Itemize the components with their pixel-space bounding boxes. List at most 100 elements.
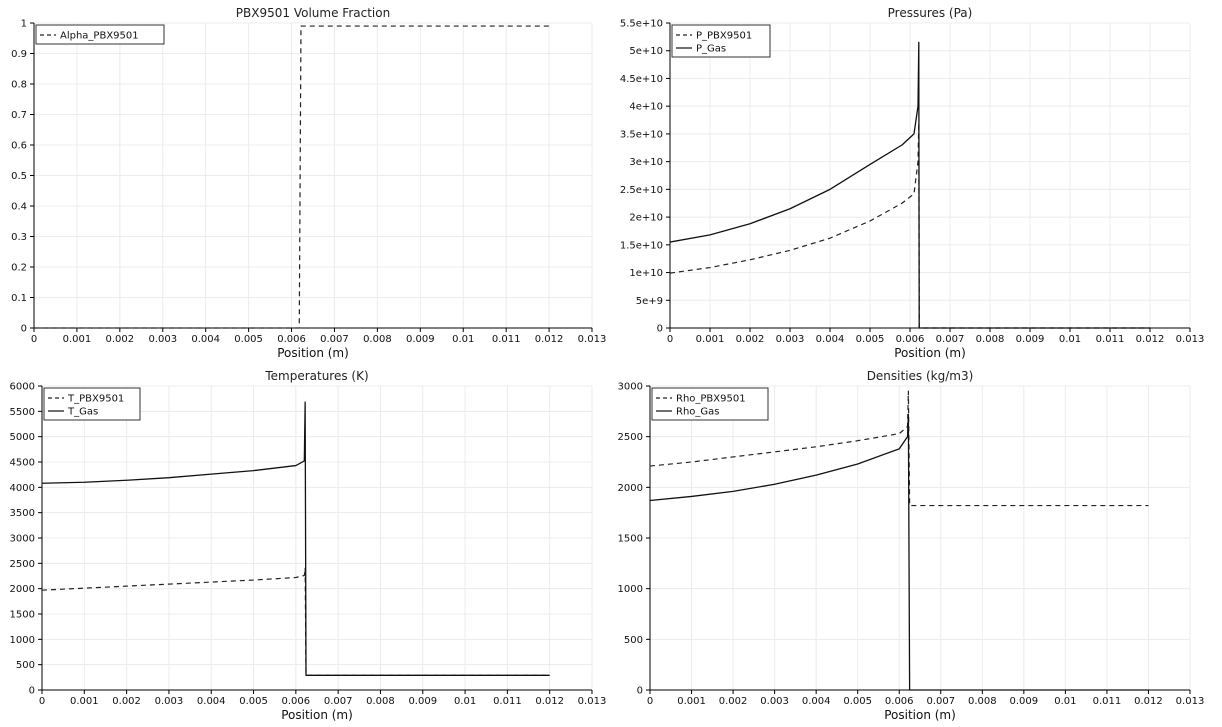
- x-tick-label: 0.007: [936, 334, 965, 345]
- y-tick-label: 0: [29, 686, 35, 697]
- y-tick-label: 0.9: [11, 49, 27, 60]
- series-line-t-gas: [41, 401, 550, 676]
- x-tick-label: 0.01: [452, 334, 474, 345]
- y-tick-label: 3500: [10, 508, 35, 519]
- x-axis-label: Position (m): [281, 708, 353, 722]
- legend-label-t-pbx9501: T_PBX9501: [67, 394, 124, 405]
- y-tick-label: 5000: [10, 432, 35, 443]
- y-tick-label: 1e+10: [629, 268, 663, 279]
- x-tick-label: 0.003: [760, 696, 789, 707]
- x-tick-label: 0.007: [926, 696, 955, 707]
- x-tick-label: 0.012: [535, 334, 564, 345]
- y-tick-label: 1500: [10, 610, 35, 621]
- x-tick-label: 0.004: [191, 334, 220, 345]
- x-tick-label: 0.005: [856, 334, 885, 345]
- x-tick-label: 0.004: [802, 696, 831, 707]
- x-tick-label: 0.012: [1136, 334, 1165, 345]
- x-tick-label: 0.001: [63, 334, 92, 345]
- y-tick-label: 6000: [10, 382, 35, 393]
- legend-box: [43, 387, 141, 421]
- y-tick-label: 1: [21, 19, 27, 30]
- y-tick-label: 0.5: [11, 171, 27, 182]
- x-tick-label: 0.002: [112, 696, 141, 707]
- series-line-t-pbx9501: [41, 567, 550, 676]
- x-tick-label: 0.001: [696, 334, 725, 345]
- x-tick-label: 0.013: [1176, 696, 1205, 707]
- x-tick-label: 0.003: [776, 334, 805, 345]
- chart-title: PBX9501 Volume Fraction: [236, 6, 390, 20]
- y-tick-label: 0.1: [11, 293, 27, 304]
- x-tick-label: 0.013: [578, 696, 607, 707]
- legend: Rho_PBX9501 Rho_Gas: [651, 387, 769, 421]
- legend-label-alpha-pbx9501: Alpha_PBX9501: [60, 31, 139, 42]
- x-tick-label: 0.005: [234, 334, 263, 345]
- chart-title: Densities (kg/m3): [867, 369, 974, 383]
- y-tick-label: 4.5e+10: [620, 74, 663, 85]
- y-tick-label: 0.8: [11, 80, 27, 91]
- x-axis-label: Position (m): [884, 708, 956, 722]
- x-tick-label: 0.01: [454, 696, 476, 707]
- legend-box: [35, 24, 165, 45]
- x-tick-label: 0.003: [148, 334, 177, 345]
- x-tick-label: 0.001: [70, 696, 99, 707]
- legend-box: [671, 24, 771, 58]
- y-tick-label: 0.4: [11, 202, 27, 213]
- legend-label-p-pbx9501: P_PBX9501: [696, 31, 752, 42]
- x-tick-label: 0.005: [239, 696, 268, 707]
- x-tick-label: 0.002: [719, 696, 748, 707]
- y-tick-label: 0.3: [11, 232, 27, 243]
- x-tick-label: 0.002: [736, 334, 765, 345]
- y-tick-label: 5e+10: [629, 46, 663, 57]
- x-tick-label: 0.009: [408, 696, 437, 707]
- x-tick-label: 0.008: [363, 334, 392, 345]
- x-tick-label: 0.002: [106, 334, 135, 345]
- legend-label-t-gas: T_Gas: [67, 407, 98, 418]
- x-tick-label: 0: [647, 696, 653, 707]
- x-tick-label: 0.009: [1016, 334, 1045, 345]
- y-tick-label: 0.2: [11, 263, 27, 274]
- x-tick-label: 0.011: [492, 334, 521, 345]
- y-tick-label: 0: [21, 324, 27, 335]
- x-tick-label: 0.008: [976, 334, 1005, 345]
- legend: P_PBX9501 P_Gas: [671, 24, 771, 58]
- x-tick-label: 0.006: [282, 696, 311, 707]
- y-tick-label: 3000: [10, 534, 35, 545]
- x-tick-label: 0.013: [1176, 334, 1205, 345]
- y-tick-label: 3.5e+10: [620, 129, 663, 140]
- y-tick-label: 2e+10: [629, 213, 663, 224]
- x-tick-label: 0.004: [816, 334, 845, 345]
- y-tick-label: 5.5e+10: [620, 19, 663, 30]
- x-tick-label: 0.007: [320, 334, 349, 345]
- x-tick-label: 0.009: [1010, 696, 1039, 707]
- x-tick-label: 0.012: [535, 696, 564, 707]
- y-tick-label: 0: [657, 324, 663, 335]
- x-tick-label: 0.011: [493, 696, 522, 707]
- legend: Alpha_PBX9501: [35, 24, 165, 45]
- x-tick-label: 0.005: [843, 696, 872, 707]
- legend-label-rho-gas: Rho_Gas: [676, 407, 720, 418]
- x-tick-label: 0.009: [406, 334, 435, 345]
- x-tick-label: 0.008: [366, 696, 395, 707]
- y-tick-label: 2000: [10, 584, 35, 595]
- chart-temperatures: 0 0.001 0.002 0.003 0.004 0.005 0.006 0.007 0.00…: [10, 369, 607, 722]
- x-tick-label: 0.011: [1093, 696, 1122, 707]
- x-tick-label: 0: [31, 334, 37, 345]
- x-tick-label: 0.006: [896, 334, 925, 345]
- legend-box: [651, 387, 769, 421]
- x-tick-label: 0.01: [1054, 696, 1076, 707]
- y-tick-label: 4500: [10, 458, 35, 469]
- y-tick-label: 0.6: [11, 141, 27, 152]
- y-tick-label: 4e+10: [629, 102, 663, 113]
- series-line-alpha-pbx9501: [34, 25, 550, 329]
- x-tick-label: 0.011: [1096, 334, 1125, 345]
- y-tick-label: 500: [16, 660, 35, 671]
- x-tick-label: 0.006: [885, 696, 914, 707]
- x-tick-label: 0.01: [1059, 334, 1081, 345]
- y-tick-label: 3000: [618, 382, 643, 393]
- y-tick-label: 500: [624, 635, 643, 646]
- x-axis-label: Position (m): [894, 346, 966, 360]
- x-tick-label: 0.008: [968, 696, 997, 707]
- x-tick-label: 0.004: [197, 696, 226, 707]
- y-tick-label: 1500: [618, 534, 643, 545]
- y-tick-label: 1000: [10, 635, 35, 646]
